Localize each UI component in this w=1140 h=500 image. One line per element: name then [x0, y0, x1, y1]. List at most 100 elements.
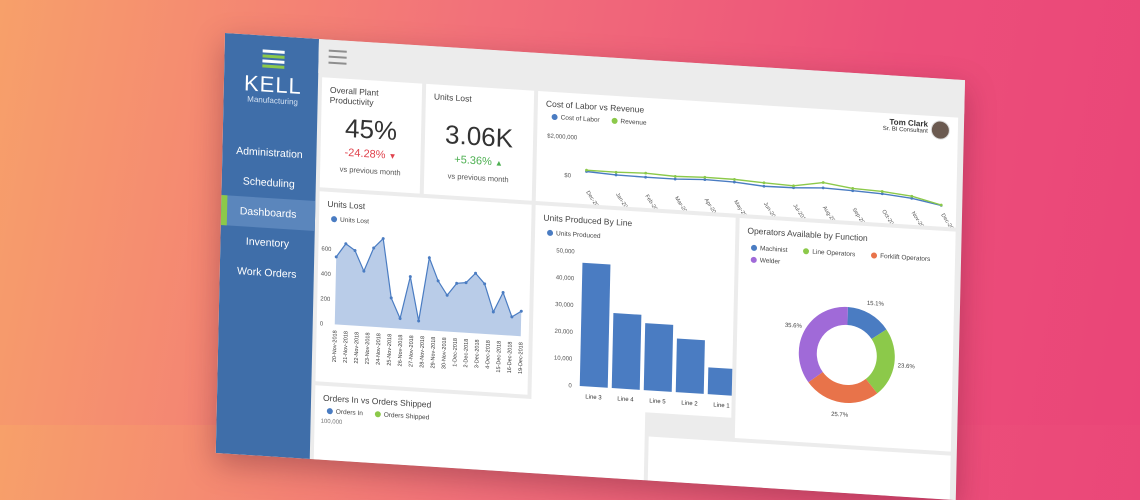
- kpi-card-productivity: Overall Plant Productivity 45% -24.28% ▼…: [319, 77, 423, 194]
- x-tick-label: 4-Dec-2018: [485, 340, 492, 369]
- dashboard-screen: KELL Manufacturing Administration Schedu…: [215, 33, 965, 500]
- bar: [611, 313, 642, 390]
- x-tick-label: Dec-2018: [939, 213, 957, 228]
- kpi-title: Overall Plant Productivity: [329, 84, 379, 108]
- area-point: [417, 319, 421, 323]
- bar: [579, 262, 611, 388]
- x-tick-label: 21-Nov-2018: [343, 331, 350, 363]
- hamburger-icon[interactable]: [328, 49, 347, 65]
- line-point: [910, 196, 914, 200]
- sidebar-item-work-orders[interactable]: Work Orders: [236, 265, 297, 281]
- x-tick-label: Line 5: [649, 398, 666, 405]
- x-tick-label: Line 1: [713, 403, 730, 410]
- line-point: [644, 175, 647, 179]
- area-point: [381, 237, 385, 241]
- x-tick-label: 3-Dec-2018: [474, 339, 481, 368]
- donut-value-label: 25.7%: [831, 412, 849, 419]
- line-point: [762, 181, 766, 185]
- donut-slice-machinist: [847, 306, 887, 340]
- x-tick-label: Line 2: [681, 401, 698, 408]
- line-point: [673, 174, 677, 178]
- chart-card-cost-vs-revenue: Cost of Labor vs Revenue Tom Clark Sr. B…: [535, 90, 959, 228]
- donut-value-label: 35.6%: [785, 323, 803, 330]
- striped-globe-icon: [261, 47, 286, 72]
- x-tick-label: Line 4: [617, 396, 634, 403]
- kpi-delta: -24.28% ▼: [320, 145, 420, 163]
- kpi-title: Units Lost: [433, 91, 472, 104]
- x-tick-label: Oct-2018: [880, 209, 898, 228]
- line-point: [733, 177, 736, 181]
- area-point: [491, 310, 495, 314]
- y-tick-label: 200: [320, 296, 331, 303]
- triangle-down-icon: ▼: [388, 151, 397, 162]
- x-tick-label: 2-Dec-2018: [463, 339, 470, 368]
- kpi-subtitle: vs previous month: [447, 171, 509, 185]
- area-point: [501, 291, 505, 295]
- chart-card-operators: Operators Available by Function Machinis…: [734, 217, 956, 452]
- line-point: [939, 203, 943, 207]
- area-point: [389, 296, 393, 300]
- x-tick-label: 27-Nov-2018: [409, 335, 416, 367]
- y-tick-label: 600: [321, 246, 332, 253]
- area-point: [455, 281, 459, 285]
- line-point: [880, 190, 884, 193]
- x-tick-label: 15-Dec-2018: [496, 341, 503, 373]
- x-tick-label: 22-Nov-2018: [354, 332, 361, 364]
- legend-orders-in: Orders In: [335, 408, 363, 418]
- line-point: [614, 170, 618, 174]
- kpi-delta-value: -24.28%: [344, 146, 386, 162]
- y-tick-label: 30,000: [555, 302, 574, 309]
- x-tick-label: 29-Nov-2018: [430, 337, 437, 369]
- y-tick-label: $2,000,000: [547, 134, 578, 142]
- line-point: [792, 184, 795, 188]
- x-tick-label: Nov-2018: [910, 211, 928, 228]
- bar: [707, 367, 736, 396]
- sidebar: KELL Manufacturing Administration Schedu…: [215, 33, 319, 459]
- line-point: [644, 171, 648, 175]
- triangle-up-icon: ▲: [494, 158, 503, 168]
- line-series-cost-of-labor: [586, 170, 942, 207]
- x-tick-label: 1-Dec-2018: [452, 338, 459, 367]
- area-point: [334, 255, 338, 259]
- logo[interactable]: KELL Manufacturing: [237, 44, 308, 107]
- bar-chart: 50,000 40,000 30,000 20,000 10,000 0 Line 3 Lin…: [554, 248, 736, 410]
- x-tick-label: 25-Nov-2018: [387, 334, 394, 366]
- area-point: [483, 282, 487, 286]
- x-tick-label: 30-Nov-2018: [441, 337, 448, 369]
- y-tick-label: $0: [564, 173, 571, 179]
- bar: [675, 338, 705, 394]
- area-point: [427, 256, 431, 260]
- donut-chart: 15.1% 23.6% 25.7% 35.6%: [785, 301, 916, 419]
- line-point: [821, 186, 825, 190]
- area-point: [344, 242, 348, 246]
- area-point: [436, 279, 440, 283]
- line-point: [703, 178, 707, 182]
- donut-value-label: 15.1%: [867, 301, 885, 308]
- bar: [643, 323, 674, 392]
- chart-card-units-lost: Units Lost Units Lost 600 400 200 0 20-Nov-2…: [315, 191, 532, 395]
- area-point: [353, 249, 357, 253]
- area-point: [445, 293, 449, 297]
- line-point: [762, 184, 766, 188]
- line-point: [673, 177, 677, 181]
- area-chart: 600 400 200 0 20-Nov-2018 21-Nov-2018 22-Nov-2…: [320, 237, 525, 374]
- area-point: [362, 269, 366, 273]
- area-point: [474, 271, 478, 275]
- x-tick-label: 20-Nov-2018: [332, 330, 339, 362]
- line-point: [821, 181, 825, 184]
- chart-title: Orders In vs Orders Shipped: [323, 392, 432, 410]
- donut-value-label: 23.6%: [898, 363, 916, 370]
- area-point: [519, 309, 523, 313]
- x-tick-label: 23-Nov-2018: [365, 332, 372, 364]
- area-point: [510, 315, 514, 319]
- line-point: [585, 168, 588, 172]
- line-point: [851, 187, 855, 190]
- kpi-subtitle: vs previous month: [339, 164, 401, 178]
- donut-slice-line-operators: [865, 329, 895, 394]
- y-tick-label: 40,000: [556, 275, 575, 282]
- x-tick-label: 24-Nov-2018: [376, 333, 383, 365]
- kpi-value: 45%: [344, 112, 398, 147]
- area-point: [408, 275, 412, 279]
- x-tick-label: 16-Dec-2018: [507, 341, 514, 373]
